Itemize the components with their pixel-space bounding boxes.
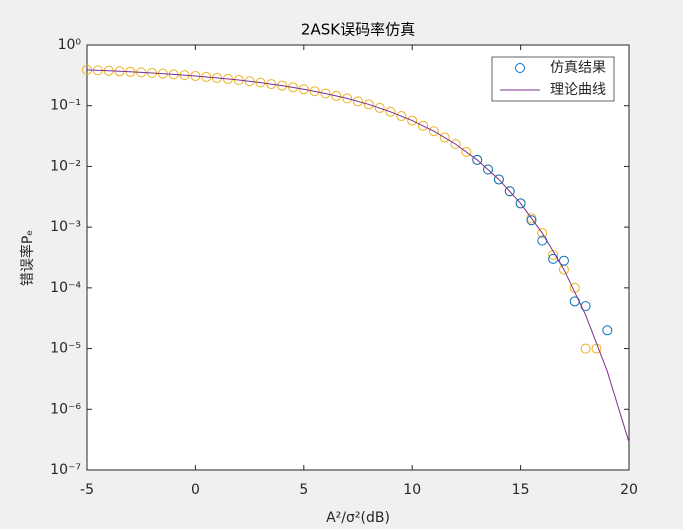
marker xyxy=(558,255,569,266)
x-axis-label: A²/σ²(dB) xyxy=(326,510,390,526)
marker xyxy=(580,343,591,354)
y-tick-label: 10⁻³ xyxy=(50,219,81,235)
marker xyxy=(450,139,461,150)
marker xyxy=(287,82,298,93)
x-tick-label: 5 xyxy=(299,482,308,498)
marker xyxy=(515,198,526,209)
marker xyxy=(504,186,515,197)
marker xyxy=(374,102,385,113)
x-tick-label: 10 xyxy=(403,482,421,498)
marker xyxy=(266,79,277,90)
y-axis-label: 错误率Pₑ xyxy=(19,230,36,286)
x-tick-label: 20 xyxy=(620,482,638,498)
marker xyxy=(255,77,266,88)
y-tick-label: 10⁻¹ xyxy=(50,98,81,114)
marker xyxy=(439,132,450,143)
x-tick-label: 15 xyxy=(512,482,530,498)
marker xyxy=(418,120,429,131)
y-tick-label: 10⁰ xyxy=(58,37,82,53)
legend-label: 理论曲线 xyxy=(550,82,606,98)
marker xyxy=(602,325,613,336)
axes-box xyxy=(86,44,630,471)
theory-line xyxy=(87,69,629,443)
marker xyxy=(353,96,363,107)
marker xyxy=(461,146,472,157)
y-tick-label: 10⁻⁶ xyxy=(50,401,81,417)
marker xyxy=(407,115,418,126)
marker xyxy=(526,215,537,226)
y-tick-label: 10⁻² xyxy=(50,158,81,174)
marker xyxy=(472,154,483,165)
legend-label: 仿真结果 xyxy=(550,60,606,76)
marker xyxy=(320,88,331,99)
marker xyxy=(537,228,548,239)
y-tick-label: 10⁻⁵ xyxy=(50,341,81,357)
marker xyxy=(277,80,288,91)
legend-marker xyxy=(515,63,525,73)
marker xyxy=(331,90,342,101)
legend-box xyxy=(491,56,615,102)
x-tick-label: 0 xyxy=(191,482,200,498)
chart-title: 2ASK误码率仿真 xyxy=(301,21,415,39)
marker xyxy=(428,126,439,137)
y-tick-label: 10⁻⁷ xyxy=(50,462,81,478)
y-tick-label: 10⁻⁴ xyxy=(50,280,81,296)
marker xyxy=(493,174,504,185)
marker xyxy=(342,93,353,104)
plot-area xyxy=(87,45,629,470)
marker xyxy=(396,111,407,122)
marker xyxy=(483,164,494,175)
marker xyxy=(385,106,396,117)
marker xyxy=(298,84,309,95)
x-tick-label: -5 xyxy=(80,482,94,498)
marker xyxy=(309,86,320,97)
marker xyxy=(363,99,374,110)
